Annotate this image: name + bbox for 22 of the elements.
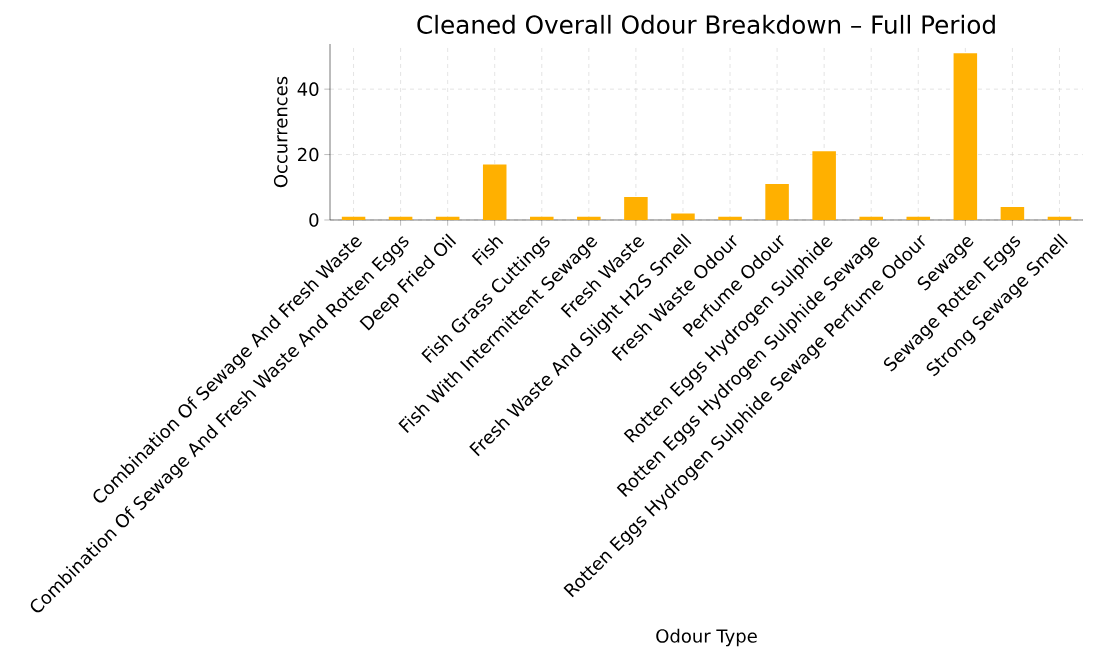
y-tick-label: 20 [298,147,319,162]
bar [482,164,507,220]
bar [1000,206,1025,220]
y-tick-label: 40 [297,82,319,96]
bar [435,216,460,220]
bar [624,197,648,220]
bar [341,216,366,220]
bar [577,216,601,220]
bar [859,216,883,220]
bar [530,216,554,220]
bar [388,216,413,220]
bar [718,216,742,220]
y-tick-label: 0 [309,213,319,227]
chart-title: Cleaned Overall Odour Breakdown – Full Period [417,14,995,34]
bar [1047,216,1072,220]
bar [953,53,978,220]
bar [765,184,789,220]
y-axis-title: Occurrences [273,76,288,188]
x-axis-title: Odour Type [656,628,757,647]
bar [812,151,836,220]
bar [671,213,695,220]
bar [906,216,931,220]
